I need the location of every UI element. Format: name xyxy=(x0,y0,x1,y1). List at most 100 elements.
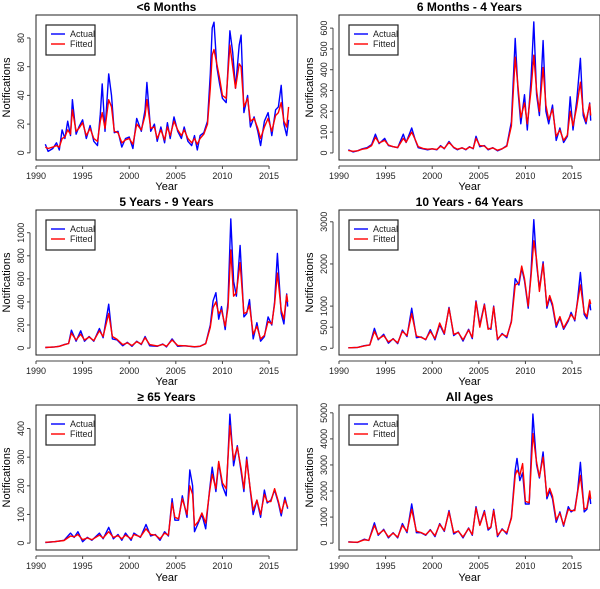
legend-label: Fitted xyxy=(373,429,396,439)
x-tick-label: 2015 xyxy=(259,171,279,181)
series-fitted-line xyxy=(348,433,592,543)
x-tick-label: 2010 xyxy=(212,561,232,571)
y-tick-label: 60 xyxy=(16,62,26,72)
x-tick-label: 2015 xyxy=(562,366,582,376)
y-axis-label: Notifications xyxy=(1,57,13,117)
series-fitted-line xyxy=(45,424,289,543)
y-tick-label: 200 xyxy=(16,317,26,332)
y-tick-label: 500 xyxy=(319,320,329,335)
x-tick-label: 2010 xyxy=(515,366,535,376)
x-tick-label: 1995 xyxy=(73,171,93,181)
chart-title: 6 Months - 4 Years xyxy=(417,0,522,14)
y-tick-label: 400 xyxy=(16,294,26,309)
y-tick-label: 1000 xyxy=(319,507,329,527)
y-tick-label: 500 xyxy=(319,41,329,56)
x-tick-label: 2000 xyxy=(119,171,139,181)
y-tick-label: 200 xyxy=(319,104,329,119)
y-axis-label: Notifications xyxy=(304,57,316,117)
x-tick-label: 2005 xyxy=(166,366,186,376)
x-tick-label: 1995 xyxy=(376,171,396,181)
chart-title: ≥ 65 Years xyxy=(137,390,196,404)
series-fitted-line xyxy=(348,54,592,152)
x-tick-label: 2010 xyxy=(212,366,232,376)
y-tick-label: 5000 xyxy=(319,403,329,423)
chart-title: 5 Years - 9 Years xyxy=(119,195,214,209)
x-tick-label: 2000 xyxy=(119,366,139,376)
x-tick-label: 2010 xyxy=(212,171,232,181)
x-tick-label: 1990 xyxy=(329,171,349,181)
x-tick-label: 1995 xyxy=(376,561,396,571)
x-tick-label: 1995 xyxy=(73,561,93,571)
legend-label: Actual xyxy=(70,29,95,39)
y-tick-label: 1000 xyxy=(16,223,26,243)
y-tick-label: 200 xyxy=(16,478,26,493)
series-fitted-line xyxy=(44,44,290,150)
x-tick-label: 2010 xyxy=(515,171,535,181)
x-tick-label: 1990 xyxy=(26,171,46,181)
chart-panel: 10 Years - 64 Years 1990 1995 2000 2005 2010 2… xyxy=(304,195,600,388)
y-axis-label: Notifications xyxy=(304,252,316,312)
x-tick-label: 2000 xyxy=(422,171,442,181)
y-tick-label: 300 xyxy=(319,83,329,98)
legend-box xyxy=(45,24,96,56)
legend-label: Fitted xyxy=(70,234,93,244)
legend-label: Actual xyxy=(373,29,398,39)
x-tick-label: 1990 xyxy=(329,561,349,571)
x-tick-label: 1990 xyxy=(26,366,46,376)
x-tick-label: 2000 xyxy=(422,561,442,571)
y-tick-label: 20 xyxy=(16,119,26,129)
x-tick-label: 2015 xyxy=(259,561,279,571)
chart-panel: <6 Months 1990 1995 2000 2005 2010 2015 0 20 40 60… xyxy=(1,0,298,193)
y-tick-label: 400 xyxy=(16,421,26,436)
x-axis-label: Year xyxy=(155,376,178,388)
x-tick-label: 2010 xyxy=(515,561,535,571)
y-axis-label: Notifications xyxy=(1,252,13,312)
series-fitted-line xyxy=(45,249,289,349)
legend-label: Actual xyxy=(373,419,398,429)
y-tick-label: 600 xyxy=(319,21,329,36)
y-tick-label: 400 xyxy=(319,62,329,77)
y-tick-label: 80 xyxy=(16,33,26,43)
y-axis-label: Notifications xyxy=(304,447,316,507)
x-tick-label: 2000 xyxy=(119,561,139,571)
y-tick-label: 40 xyxy=(16,90,26,100)
chart-title: <6 Months xyxy=(137,0,197,14)
legend-box xyxy=(45,219,96,251)
x-tick-label: 2005 xyxy=(166,171,186,181)
y-tick-label: 2000 xyxy=(319,254,329,274)
y-tick-label: 600 xyxy=(16,271,26,286)
x-tick-label: 2015 xyxy=(259,366,279,376)
chart-panel: All Ages 1990 1995 2000 2005 2010 2015 0 1000 200… xyxy=(304,390,600,584)
legend-label: Actual xyxy=(70,224,95,234)
legend-box xyxy=(348,414,399,446)
legend-box xyxy=(348,24,399,56)
x-axis-label: Year xyxy=(458,181,481,193)
x-tick-label: 1995 xyxy=(376,366,396,376)
y-tick-label: 0 xyxy=(16,150,26,155)
y-tick-label: 0 xyxy=(319,346,329,351)
y-tick-label: 4000 xyxy=(319,429,329,449)
legend-label: Fitted xyxy=(373,39,396,49)
x-tick-label: 1990 xyxy=(329,366,349,376)
legend-label: Fitted xyxy=(373,234,396,244)
y-tick-label: 2000 xyxy=(319,481,329,501)
plot-frame xyxy=(35,404,298,551)
plot-frame xyxy=(35,14,298,161)
y-axis-label: Notifications xyxy=(1,447,13,507)
plot-frame xyxy=(338,209,600,356)
legend-box xyxy=(348,219,399,251)
x-tick-label: 2005 xyxy=(469,366,489,376)
x-tick-label: 2000 xyxy=(422,366,442,376)
y-tick-label: 100 xyxy=(16,507,26,522)
legend-label: Actual xyxy=(70,419,95,429)
y-tick-label: 0 xyxy=(16,541,26,546)
x-axis-label: Year xyxy=(458,572,481,584)
